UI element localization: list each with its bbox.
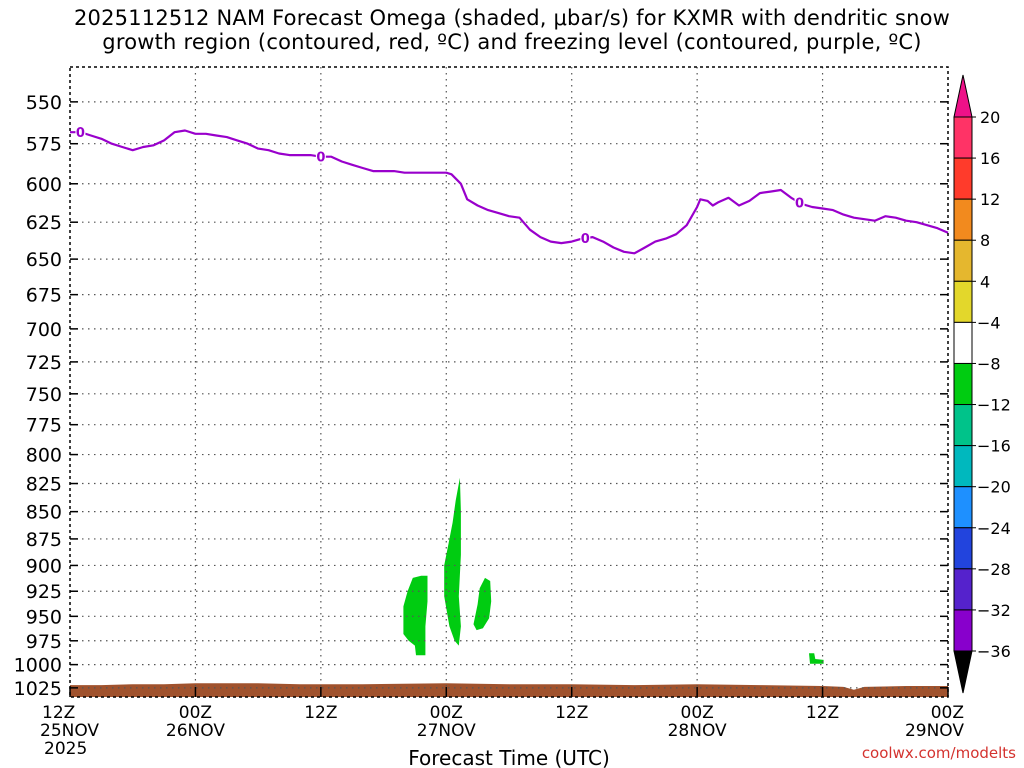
colorbar-segment xyxy=(953,116,973,159)
freezing-level-contour-label: 0 xyxy=(316,151,325,166)
x-tick-date-label: 29NOV xyxy=(905,721,964,741)
contour-label-bg xyxy=(580,231,591,246)
y-tick-label: 700 xyxy=(26,319,62,341)
x-tick-label: 12Z xyxy=(304,703,337,723)
colorbar-segment xyxy=(953,239,973,282)
freezing-level-contour-label: 0 xyxy=(795,197,804,212)
contour-label-bg xyxy=(315,149,326,164)
x-axis-label: Forecast Time (UTC) xyxy=(408,746,610,768)
contour-label-bg xyxy=(794,195,805,210)
y-tick-label: 550 xyxy=(26,92,62,114)
colorbar-segment xyxy=(953,445,973,488)
title-line-1: 2025112512 NAM Forecast Omega (shaded, μ… xyxy=(73,6,951,30)
colorbar-segment xyxy=(953,362,973,406)
x-tick-year-label: 2025 xyxy=(44,739,87,759)
freezing-level-layer: 0 0 0 0 xyxy=(70,125,949,255)
y-tick-label: 950 xyxy=(26,606,62,628)
x-tick-label: 12Z xyxy=(42,703,75,723)
colorbar-top-arrow xyxy=(953,74,973,118)
colorbar-label: 12 xyxy=(980,190,1000,209)
colorbar-segment xyxy=(953,486,973,529)
terrain-fill xyxy=(70,683,948,697)
colorbar-label: 4 xyxy=(980,272,990,291)
source-credit: coolwx.com/modelts xyxy=(861,744,1016,762)
x-tick-date-label: 26NOV xyxy=(166,721,225,741)
y-tick-label: 900 xyxy=(26,555,62,577)
y-tick-label: 875 xyxy=(26,529,62,551)
colorbar-label: 16 xyxy=(980,149,1000,168)
y-tick-label: 675 xyxy=(26,285,62,307)
colorbar-label: −20 xyxy=(977,478,1011,497)
colorbar-label: −36 xyxy=(977,642,1011,661)
y-tick-label: 775 xyxy=(26,415,62,437)
colorbar-label: −16 xyxy=(977,437,1011,456)
colorbar-segment xyxy=(953,157,973,200)
x-tick-label: 00Z xyxy=(681,703,714,723)
colorbar-label: −12 xyxy=(977,396,1011,415)
omega-region-4 xyxy=(809,653,824,664)
axes-layer: 550 575 600 625 650 675 700 725 750 775 800 825 850 8… xyxy=(14,66,964,759)
colorbar-label: 8 xyxy=(980,231,990,250)
colorbar-label: −8 xyxy=(977,354,1001,373)
colorbar-segment xyxy=(953,568,973,611)
freezing-level-line xyxy=(70,129,949,255)
colorbar-segment xyxy=(953,321,973,364)
y-tick-label: 575 xyxy=(26,134,62,156)
contour-label-bg xyxy=(75,125,86,140)
plot-frame xyxy=(69,66,949,698)
colorbar-segment xyxy=(953,198,973,241)
title-line-2: growth region (contoured, red, ºC) and f… xyxy=(102,30,922,54)
colorbar: 20 16 12 8 4 −4 −8 −12 −16 −20 −24 −28 −32 −36 xyxy=(953,74,1011,694)
freezing-level-contour-label: 0 xyxy=(581,232,590,247)
terrain-layer xyxy=(70,683,948,697)
y-tick-label: 650 xyxy=(26,249,62,271)
x-tick-label: 00Z xyxy=(179,703,212,723)
y-tick-label: 825 xyxy=(26,474,62,496)
y-tick-label: 800 xyxy=(26,445,62,467)
colorbar-label: −32 xyxy=(977,601,1011,620)
chart-title: 2025112512 NAM Forecast Omega (shaded, μ… xyxy=(0,6,1024,54)
freezing-level-contour-label: 0 xyxy=(76,126,85,141)
x-tick-label: 00Z xyxy=(931,703,964,723)
colorbar-segment xyxy=(953,404,973,447)
omega-region-1 xyxy=(403,575,428,656)
colorbar-label: −24 xyxy=(977,519,1011,538)
colorbar-label: −4 xyxy=(977,313,1001,332)
colorbar-bottom-arrow xyxy=(953,650,973,694)
colorbar-segment xyxy=(953,280,973,323)
y-tick-label: 850 xyxy=(26,502,62,524)
omega-region-2 xyxy=(444,477,461,646)
x-tick-label: 12Z xyxy=(555,703,588,723)
omega-shading-layer xyxy=(403,477,824,664)
x-tick-date-label: 27NOV xyxy=(417,721,476,741)
colorbar-segment xyxy=(953,609,973,652)
y-tick-label: 600 xyxy=(26,174,62,196)
y-tick-label: 925 xyxy=(26,581,62,603)
omega-region-3 xyxy=(473,577,492,631)
y-tick-label: 975 xyxy=(26,631,62,653)
y-tick-label: 625 xyxy=(26,212,62,234)
colorbar-segment xyxy=(953,527,973,570)
y-tick-label: 725 xyxy=(26,352,62,374)
grid-layer xyxy=(70,67,948,697)
y-tick-label: 750 xyxy=(26,384,62,406)
y-tick-label: 1000 xyxy=(14,655,62,677)
y-tick-label: 1025 xyxy=(14,678,62,700)
x-tick-label: 00Z xyxy=(430,703,463,723)
colorbar-label: 20 xyxy=(980,108,1000,127)
x-tick-date-label: 25NOV xyxy=(40,721,99,741)
x-tick-label: 12Z xyxy=(806,703,839,723)
x-tick-date-label: 28NOV xyxy=(668,721,727,741)
colorbar-label: −28 xyxy=(977,560,1011,579)
